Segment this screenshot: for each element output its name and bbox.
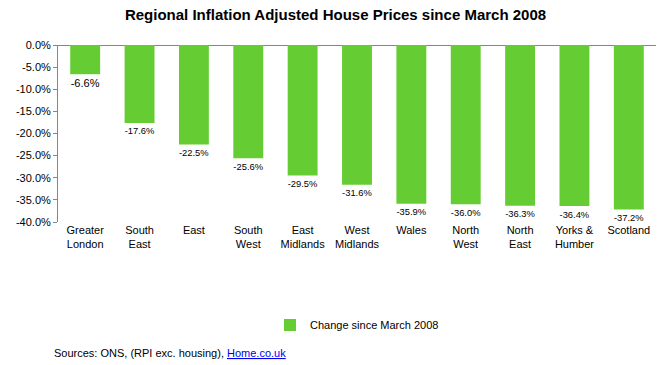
- svg-text:Yorks &Humber: Yorks &Humber: [555, 224, 594, 250]
- svg-text:-35.9%: -35.9%: [396, 207, 426, 217]
- svg-text:-17.6%: -17.6%: [125, 126, 155, 136]
- svg-text:Change since March 2008: Change since March 2008: [310, 319, 438, 331]
- svg-text:-25.6%: -25.6%: [233, 162, 263, 172]
- svg-text:NorthEast: NorthEast: [507, 224, 534, 250]
- svg-text:SouthEast: SouthEast: [125, 224, 154, 250]
- svg-text:-22.5%: -22.5%: [179, 148, 209, 158]
- svg-text:GreaterLondon: GreaterLondon: [67, 224, 105, 250]
- svg-text:NorthWest: NorthWest: [452, 224, 479, 250]
- svg-text:-40.0%: -40.0%: [16, 216, 51, 228]
- svg-text:-6.6%: -6.6%: [71, 77, 100, 89]
- svg-text:0.0%: 0.0%: [26, 39, 51, 51]
- svg-text:-25.0%: -25.0%: [16, 149, 51, 161]
- svg-text:Regional Inflation Adjusted Ho: Regional Inflation Adjusted House Prices…: [125, 6, 546, 23]
- svg-text:Sources: ONS, (RPI exc. housin: Sources: ONS, (RPI exc. housing), Home.c…: [54, 347, 286, 359]
- svg-text:-30.0%: -30.0%: [16, 172, 51, 184]
- svg-text:-36.3%: -36.3%: [505, 209, 535, 219]
- svg-text:-36.0%: -36.0%: [451, 208, 481, 218]
- svg-text:-15.0%: -15.0%: [16, 105, 51, 117]
- svg-text:SouthWest: SouthWest: [234, 224, 263, 250]
- svg-text:East: East: [183, 224, 205, 236]
- svg-text:-31.6%: -31.6%: [342, 188, 372, 198]
- svg-text:Wales: Wales: [396, 224, 427, 236]
- svg-text:EastMidlands: EastMidlands: [281, 224, 326, 250]
- svg-text:-35.0%: -35.0%: [16, 194, 51, 206]
- svg-text:-10.0%: -10.0%: [16, 83, 51, 95]
- svg-text:WestMidlands: WestMidlands: [335, 224, 380, 250]
- svg-text:-20.0%: -20.0%: [16, 127, 51, 139]
- svg-text:Scotland: Scotland: [607, 224, 650, 236]
- svg-text:-5.0%: -5.0%: [22, 61, 51, 73]
- svg-text:-36.4%: -36.4%: [560, 210, 590, 220]
- svg-text:-29.5%: -29.5%: [288, 179, 318, 189]
- svg-text:-37.2%: -37.2%: [614, 213, 644, 223]
